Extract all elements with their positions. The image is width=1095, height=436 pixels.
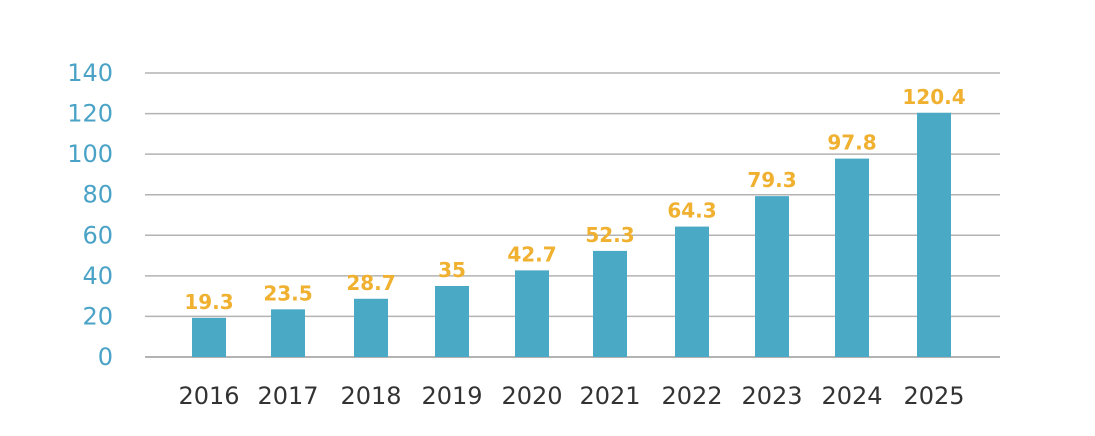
x-tick-label: 2021 bbox=[579, 382, 640, 410]
bar bbox=[835, 158, 869, 357]
data-label: 23.5 bbox=[263, 281, 312, 305]
x-tick-label: 2020 bbox=[501, 382, 562, 410]
data-label: 28.7 bbox=[346, 271, 395, 295]
x-tick-label: 2025 bbox=[903, 382, 964, 410]
data-label: 97.8 bbox=[827, 131, 876, 155]
x-tick-label: 2016 bbox=[178, 382, 239, 410]
bar bbox=[354, 298, 388, 357]
y-tick-label: 120 bbox=[67, 100, 113, 128]
y-tick-label: 40 bbox=[82, 262, 113, 290]
bar bbox=[192, 317, 226, 357]
x-tick-label: 2018 bbox=[340, 382, 401, 410]
bar bbox=[675, 226, 709, 357]
bar bbox=[271, 309, 305, 357]
bar bbox=[435, 286, 469, 357]
x-tick-label: 2024 bbox=[821, 382, 882, 410]
data-label: 19.3 bbox=[184, 290, 233, 314]
bar bbox=[755, 196, 789, 357]
data-labels: 19.3 23.5 28.7 35 42.7 52.3 64.3 79.3 97.8 120.4 bbox=[184, 85, 965, 314]
bar bbox=[515, 270, 549, 357]
data-label: 79.3 bbox=[747, 168, 796, 192]
data-label: 42.7 bbox=[507, 242, 556, 266]
data-label: 120.4 bbox=[902, 85, 965, 109]
y-tick-label: 20 bbox=[82, 302, 113, 330]
y-tick-label: 100 bbox=[67, 140, 113, 168]
data-label: 64.3 bbox=[667, 199, 716, 223]
y-tick-label: 140 bbox=[67, 59, 113, 87]
bar bbox=[593, 250, 627, 357]
x-tick-label: 2022 bbox=[661, 382, 722, 410]
data-label: 35 bbox=[438, 258, 466, 282]
bar bbox=[917, 112, 951, 357]
data-label: 52.3 bbox=[585, 223, 634, 247]
y-tick-label: 0 bbox=[98, 343, 113, 371]
x-axis-ticks: 2016 2017 2018 2019 2020 2021 2022 2023 2024 2025 bbox=[178, 382, 964, 410]
y-axis-ticks: 0 20 40 60 80 100 120 140 bbox=[67, 59, 113, 371]
x-tick-label: 2019 bbox=[421, 382, 482, 410]
x-tick-label: 2017 bbox=[257, 382, 318, 410]
bars bbox=[192, 112, 951, 357]
y-tick-label: 80 bbox=[82, 181, 113, 209]
y-tick-label: 60 bbox=[82, 221, 113, 249]
x-tick-label: 2023 bbox=[741, 382, 802, 410]
